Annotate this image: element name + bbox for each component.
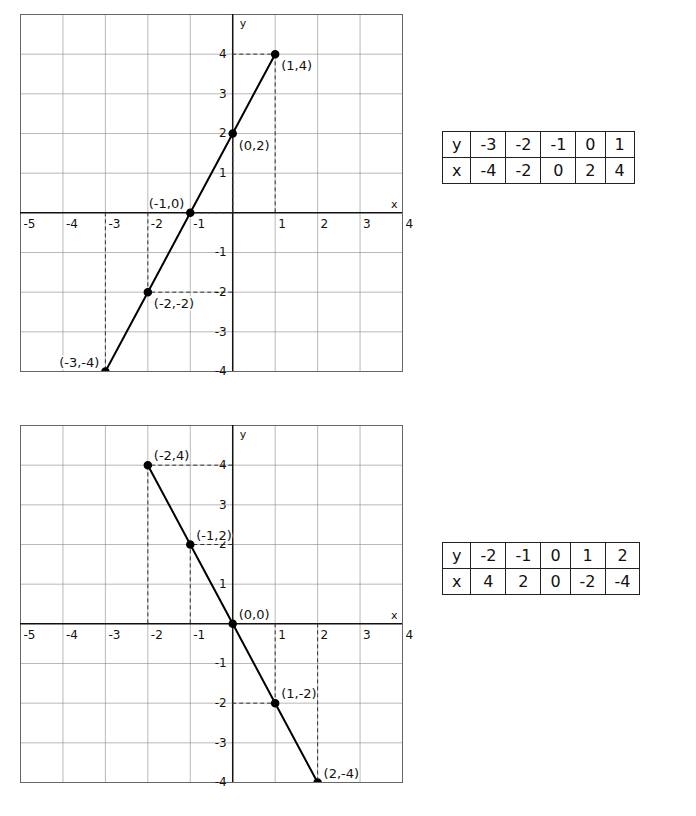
svg-text:(0,2): (0,2) <box>239 138 270 153</box>
svg-text:2: 2 <box>321 217 329 231</box>
html-text:2: 2 <box>585 161 596 180</box>
html-text:0: 0 <box>585 135 596 154</box>
svg-text:4: 4 <box>406 217 414 231</box>
svg-text:-3: -3 <box>108 628 120 642</box>
svg-text:x: x <box>391 198 398 211</box>
svg-text:(-3,-4): (-3,-4) <box>59 355 99 370</box>
svg-text:-2: -2 <box>151 628 163 642</box>
svg-text:-3: -3 <box>215 325 227 339</box>
html-text:0: 0 <box>550 572 561 591</box>
html-text:-2: -2 <box>480 546 497 565</box>
svg-text:1: 1 <box>278 628 286 642</box>
html-text:2: 2 <box>617 546 628 565</box>
svg-text:-1: -1 <box>193 217 205 231</box>
svg-text:(-2,-2): (-2,-2) <box>154 296 194 311</box>
svg-text:-2: -2 <box>215 285 227 299</box>
svg-text:-2: -2 <box>151 217 163 231</box>
html-text:y: y <box>452 546 462 565</box>
svg-text:-4: -4 <box>215 364 227 378</box>
html-text:x: x <box>452 161 462 180</box>
svg-text:1: 1 <box>219 577 227 591</box>
svg-text:4: 4 <box>219 458 227 472</box>
html-text:-4: -4 <box>614 572 631 591</box>
svg-text:-1: -1 <box>215 656 227 670</box>
svg-text:y: y <box>240 17 247 30</box>
svg-text:(2,-4): (2,-4) <box>324 766 360 781</box>
svg-text:4: 4 <box>219 47 227 61</box>
svg-text:y: y <box>240 428 247 441</box>
html-text:x: x <box>452 572 462 591</box>
html-text:-2: -2 <box>579 572 596 591</box>
svg-text:3: 3 <box>219 498 227 512</box>
html-text:1: 1 <box>582 546 593 565</box>
html-text:0: 0 <box>553 161 564 180</box>
html-text:-2: -2 <box>515 135 532 154</box>
svg-text:(0,0): (0,0) <box>239 607 270 622</box>
html-text:4: 4 <box>483 572 494 591</box>
svg-text:2: 2 <box>321 628 329 642</box>
svg-text:-5: -5 <box>24 628 36 642</box>
svg-text:4: 4 <box>406 628 414 642</box>
svg-text:-2: -2 <box>215 696 227 710</box>
svg-text:3: 3 <box>363 217 371 231</box>
svg-text:3: 3 <box>219 87 227 101</box>
svg-text:-1: -1 <box>215 245 227 259</box>
html-text:0: 0 <box>550 546 561 565</box>
svg-text:3: 3 <box>363 628 371 642</box>
svg-text:(-1,2): (-1,2) <box>196 528 232 543</box>
svg-text:(-2,4): (-2,4) <box>154 448 190 463</box>
html-text:2: 2 <box>518 572 529 591</box>
html-text:-1: -1 <box>550 135 567 154</box>
svg-text:1: 1 <box>219 166 227 180</box>
svg-text:(1,4): (1,4) <box>281 58 312 73</box>
svg-text:-1: -1 <box>193 628 205 642</box>
svg-text:-4: -4 <box>66 628 78 642</box>
html-text:-4: -4 <box>480 161 497 180</box>
html-text:4: 4 <box>614 161 625 180</box>
svg-text:x: x <box>391 609 398 622</box>
svg-text:-3: -3 <box>108 217 120 231</box>
html-text:-1: -1 <box>515 546 532 565</box>
svg-text:2: 2 <box>219 126 227 140</box>
svg-text:-4: -4 <box>215 775 227 789</box>
html-text:y: y <box>452 135 462 154</box>
svg-text:-4: -4 <box>66 217 78 231</box>
svg-text:(-1,0): (-1,0) <box>149 196 185 211</box>
svg-text:-3: -3 <box>215 736 227 750</box>
svg-text:2: 2 <box>219 537 227 552</box>
html-text:-2: -2 <box>515 161 532 180</box>
svg-text:(1,-2): (1,-2) <box>281 686 317 701</box>
svg-text:-5: -5 <box>24 217 36 231</box>
svg-text:1: 1 <box>278 217 286 231</box>
html-text:-3: -3 <box>480 135 497 154</box>
html-text:1: 1 <box>614 135 625 154</box>
